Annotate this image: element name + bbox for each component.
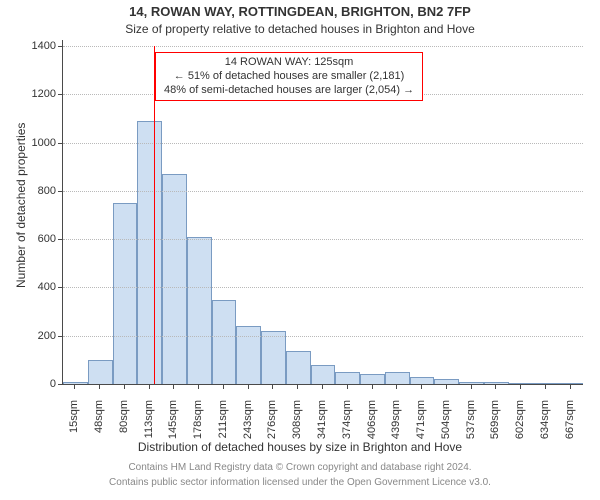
x-tick-mark bbox=[272, 384, 273, 389]
x-tick-mark bbox=[198, 384, 199, 389]
bar bbox=[360, 374, 385, 384]
annotation-line1: 14 ROWAN WAY: 125sqm bbox=[164, 56, 414, 70]
footer-line2: Contains public sector information licen… bbox=[0, 477, 600, 488]
y-tick-label: 200 bbox=[18, 330, 56, 342]
bar bbox=[459, 382, 484, 384]
x-tick-mark bbox=[223, 384, 224, 389]
x-tick-mark bbox=[297, 384, 298, 389]
x-tick-mark bbox=[446, 384, 447, 389]
y-tick-mark bbox=[58, 143, 63, 144]
bar bbox=[434, 379, 459, 384]
bar bbox=[137, 121, 162, 384]
y-tick-label: 400 bbox=[18, 281, 56, 293]
annotation-line2: ← 51% of detached houses are smaller (2,… bbox=[164, 70, 414, 84]
bar bbox=[410, 377, 435, 384]
x-tick-mark bbox=[74, 384, 75, 389]
x-tick-mark bbox=[471, 384, 472, 389]
bar bbox=[113, 203, 138, 384]
y-tick-mark bbox=[58, 191, 63, 192]
y-tick-label: 1000 bbox=[18, 137, 56, 149]
gridline-h bbox=[63, 143, 583, 144]
x-tick-mark bbox=[347, 384, 348, 389]
x-tick-mark bbox=[520, 384, 521, 389]
x-tick-mark bbox=[149, 384, 150, 389]
x-tick-mark bbox=[570, 384, 571, 389]
chart-title-line1: 14, ROWAN WAY, ROTTINGDEAN, BRIGHTON, BN… bbox=[0, 4, 600, 19]
y-tick-label: 1200 bbox=[18, 88, 56, 100]
bar bbox=[335, 372, 360, 384]
annotation-line3: 48% of semi-detached houses are larger (… bbox=[164, 84, 414, 98]
y-tick-label: 0 bbox=[18, 378, 56, 390]
bar bbox=[162, 174, 187, 384]
y-tick-label: 800 bbox=[18, 185, 56, 197]
gridline-h bbox=[63, 239, 583, 240]
annotation-box: 14 ROWAN WAY: 125sqm ← 51% of detached h… bbox=[155, 52, 423, 101]
bar bbox=[533, 383, 558, 384]
y-tick-label: 600 bbox=[18, 233, 56, 245]
bar bbox=[286, 351, 311, 384]
x-tick-mark bbox=[396, 384, 397, 389]
gridline-h bbox=[63, 287, 583, 288]
y-tick-mark bbox=[58, 287, 63, 288]
gridline-h bbox=[63, 336, 583, 337]
y-tick-mark bbox=[58, 239, 63, 240]
footer-line1: Contains HM Land Registry data © Crown c… bbox=[0, 462, 600, 473]
x-tick-mark bbox=[322, 384, 323, 389]
bar bbox=[212, 300, 237, 385]
bar bbox=[63, 382, 88, 384]
x-tick-mark bbox=[421, 384, 422, 389]
y-tick-mark bbox=[58, 94, 63, 95]
x-tick-mark bbox=[99, 384, 100, 389]
x-labels-layer: 15sqm48sqm80sqm113sqm145sqm178sqm211sqm2… bbox=[62, 386, 582, 446]
bar bbox=[385, 372, 410, 384]
gridline-h bbox=[63, 46, 583, 47]
bar bbox=[88, 360, 113, 384]
bar bbox=[311, 365, 336, 384]
x-tick-mark bbox=[124, 384, 125, 389]
gridline-h bbox=[63, 191, 583, 192]
y-tick-label: 1400 bbox=[18, 40, 56, 52]
x-tick-mark bbox=[545, 384, 546, 389]
y-tick-mark bbox=[58, 46, 63, 47]
bar bbox=[261, 331, 286, 384]
x-axis-title: Distribution of detached houses by size … bbox=[0, 440, 600, 454]
bar bbox=[187, 237, 212, 384]
x-tick-mark bbox=[248, 384, 249, 389]
x-tick-mark bbox=[173, 384, 174, 389]
x-tick-mark bbox=[495, 384, 496, 389]
x-tick-mark bbox=[372, 384, 373, 389]
chart-title-line2: Size of property relative to detached ho… bbox=[0, 22, 600, 36]
y-tick-mark bbox=[58, 336, 63, 337]
chart-frame: 14, ROWAN WAY, ROTTINGDEAN, BRIGHTON, BN… bbox=[0, 0, 600, 500]
y-tick-mark bbox=[58, 384, 63, 385]
bar bbox=[558, 383, 583, 384]
